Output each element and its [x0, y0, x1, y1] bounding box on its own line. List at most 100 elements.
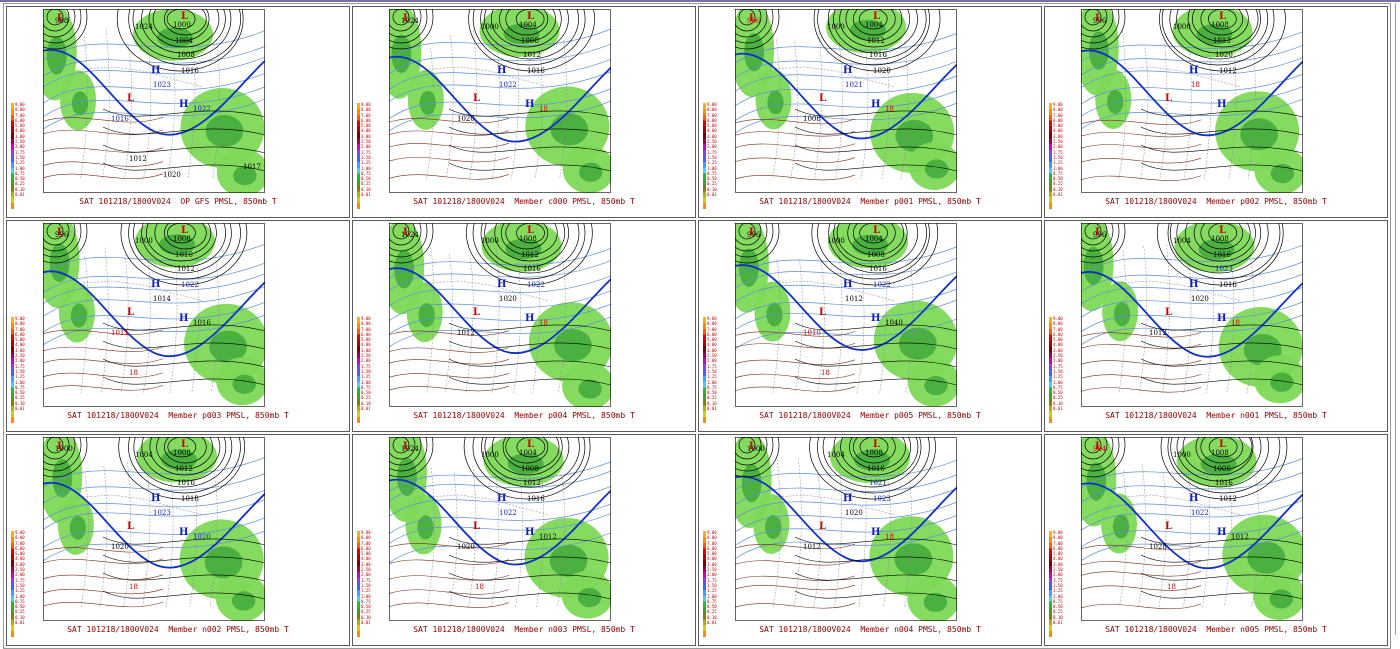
low-pressure-marker: L: [819, 93, 826, 104]
color-scale-labels: 9.00 8.00 7.00 6.00 5.00 4.00 3.00 2.50 2.00 1.75…: [361, 530, 371, 625]
color-scale-value: 2.00: [361, 144, 371, 150]
high-pressure-marker: H: [151, 65, 160, 76]
color-scale-bar: [357, 317, 360, 423]
color-scale-value: 1.00: [15, 593, 25, 599]
map-label: 1012: [457, 329, 475, 337]
forecast-panel: 1000 1004 1008 1016 1021 1023 1020 1012 18 H H L L L 9…: [699, 435, 1041, 645]
color-scale-value: 9.00: [1053, 102, 1063, 107]
panel-cell[interactable]: 988 1024 1000 1004 1008 1016 1023 1016 1022 1012 1…: [6, 6, 350, 218]
color-scale-value: 4.00: [1053, 128, 1063, 134]
color-scale-value: 1.75: [361, 149, 371, 155]
panel-cell[interactable]: 1024 1000 1004 1008 1012 1016 1022 1020 1012 18 H H…: [352, 434, 696, 646]
color-scale-value: 0.01: [1053, 192, 1063, 198]
color-scale-value: 0.75: [1053, 170, 1063, 176]
high-pressure-marker: H: [151, 279, 160, 290]
panel-cell[interactable]: 996 1000 1004 1012 1016 1020 1021 1008 18 H H L L L 9.…: [698, 6, 1042, 218]
panel-cell[interactable]: 1000 1004 1008 1016 1021 1023 1020 1012 18 H H L L L 9…: [698, 434, 1042, 646]
color-scale-value: 0.50: [707, 176, 717, 182]
color-scale-value: 2.00: [1053, 572, 1063, 578]
color-scale-value: 1.25: [1053, 588, 1063, 594]
color-scale-value: 0.25: [15, 181, 25, 187]
color-scale-value: 0.01: [361, 406, 371, 412]
color-scale-labels: 9.00 8.00 7.00 6.00 5.00 4.00 3.00 2.50 2.00 1.75…: [361, 316, 371, 411]
color-scale-value: 3.00: [1053, 561, 1063, 567]
panel-cell[interactable]: 1024 1000 1004 1008 1012 1016 1022 1020 18 H H L L L 9…: [352, 6, 696, 218]
high-pressure-marker: H: [1189, 65, 1198, 76]
precip-color-scale: 9.00 8.00 7.00 6.00 5.00 4.00 3.00 2.50 2.00 1.75…: [357, 530, 371, 637]
map-label: 1020: [845, 509, 863, 517]
precip-color-scale: 9.00 8.00 7.00 6.00 5.00 4.00 3.00 2.50 2.00 1.75…: [1049, 102, 1063, 209]
color-scale-value: 0.25: [1053, 181, 1063, 187]
panel-caption: SAT 101218/1800V024 OP GFS PMSL, 850mb T: [79, 197, 277, 206]
color-scale-value: 0.25: [361, 181, 371, 187]
high-pressure-marker: H: [497, 279, 506, 290]
color-scale-value: 5.00: [15, 551, 25, 557]
map-label: 1008: [521, 465, 539, 473]
precip-color-scale: 9.00 8.00 7.00 6.00 5.00 4.00 3.00 2.50 2.00 1.75…: [357, 102, 371, 209]
color-scale-value: 0.01: [15, 192, 25, 198]
map-label: 988: [55, 17, 68, 25]
color-scale-value: 0.10: [15, 186, 25, 192]
color-scale-bar: [703, 531, 706, 637]
map-label: 1016: [527, 67, 545, 75]
color-scale-labels: 9.00 8.00 7.00 6.00 5.00 4.00 3.00 2.50 2.00 1.75…: [15, 530, 25, 625]
color-scale-value: 0.25: [707, 181, 717, 187]
map-label: 1000: [747, 445, 765, 453]
forecast-panel: 1024 1000 1004 1008 1012 1016 1022 1020 1012 18 H H…: [353, 435, 695, 645]
color-scale-value: 1.50: [707, 582, 717, 588]
low-pressure-marker: L: [749, 441, 756, 452]
color-scale-value: 0.01: [15, 406, 25, 412]
color-scale-value: 0.50: [707, 390, 717, 396]
panel-cell[interactable]: 984 1000 1008 1006 1016 1012 1022 1028 1012 18 H H L…: [1044, 434, 1388, 646]
map-label: 1004: [135, 451, 153, 459]
color-scale-value: 0.01: [361, 192, 371, 198]
color-scale-value: 4.00: [707, 556, 717, 562]
color-scale-value: 1.75: [15, 577, 25, 583]
forecast-map: 1000 1004 1008 1012 1016 1018 1023 1020 1020 18 H H…: [43, 437, 265, 621]
panel-cell[interactable]: 996 1000 1008 1013 1020 1012 18 H H L L L 9.00 8.00 7.…: [1044, 6, 1388, 218]
low-pressure-marker: L: [819, 307, 826, 318]
color-scale-value: 2.50: [361, 139, 371, 145]
color-scale-value: 0.50: [15, 604, 25, 610]
forecast-map: 996 1000 1008 1016 1012 1022 1014 1011 1016 18 H H L…: [43, 223, 265, 407]
low-pressure-marker: L: [473, 307, 480, 318]
map-label: 1012: [867, 37, 885, 45]
color-scale-value: 1.25: [361, 374, 371, 380]
color-scale-value: 0.75: [361, 384, 371, 390]
forecast-panel: 1024 1000 1008 1012 1016 1022 1020 1012 18 H H L L L 9…: [353, 221, 695, 431]
map-label: 1020: [873, 67, 891, 75]
map-label: 1000: [173, 21, 191, 29]
map-label: 1012: [175, 465, 193, 473]
color-scale-value: 0.01: [707, 192, 717, 198]
map-label: 1020: [457, 543, 475, 551]
color-scale-value: 3.00: [1053, 347, 1063, 353]
low-pressure-marker: L: [403, 227, 410, 238]
low-pressure-marker: L: [473, 521, 480, 532]
panel-cell[interactable]: 1024 1000 1008 1012 1016 1022 1020 1012 18 H H L L L 9…: [352, 220, 696, 432]
map-label: 996: [1093, 17, 1107, 25]
color-scale-value: 3.00: [361, 133, 371, 139]
color-scale-value: 2.00: [361, 572, 371, 578]
map-label: 1008: [867, 251, 885, 259]
low-pressure-marker: L: [127, 93, 134, 104]
panel-cell[interactable]: 996 1004 1008 1016 1023 1016 1020 1012 18 H H L L L 9.…: [1044, 220, 1388, 432]
panel-cell[interactable]: 996 1000 1004 1008 1016 1022 1012 1010 1040 18 H H L…: [698, 220, 1042, 432]
window-top-rule: [0, 0, 1400, 2]
color-scale-value: 0.01: [707, 406, 717, 412]
color-scale-bar: [703, 317, 706, 423]
color-scale-value: 5.00: [707, 551, 717, 557]
panel-cell[interactable]: 996 1000 1008 1016 1012 1022 1014 1011 1016 18 H H L…: [6, 220, 350, 432]
color-scale-value: 9.00: [707, 316, 717, 321]
color-scale-bar: [357, 531, 360, 637]
low-pressure-marker: L: [181, 439, 188, 450]
color-scale-value: 1.00: [1053, 379, 1063, 385]
panel-cell[interactable]: 1000 1004 1008 1012 1016 1018 1023 1020 1020 18 H H…: [6, 434, 350, 646]
high-pressure-marker: H: [871, 527, 880, 538]
map-label: 1008: [173, 235, 191, 243]
color-scale-value: 1.50: [707, 154, 717, 160]
color-scale-value: 3.00: [707, 133, 717, 139]
color-scale-value: 0.10: [15, 614, 25, 620]
high-pressure-marker: H: [1217, 313, 1226, 324]
forecast-map: 996 1000 1008 1013 1020 1012 18 H H L L L: [1081, 9, 1303, 193]
color-scale-value: 1.25: [707, 374, 717, 380]
